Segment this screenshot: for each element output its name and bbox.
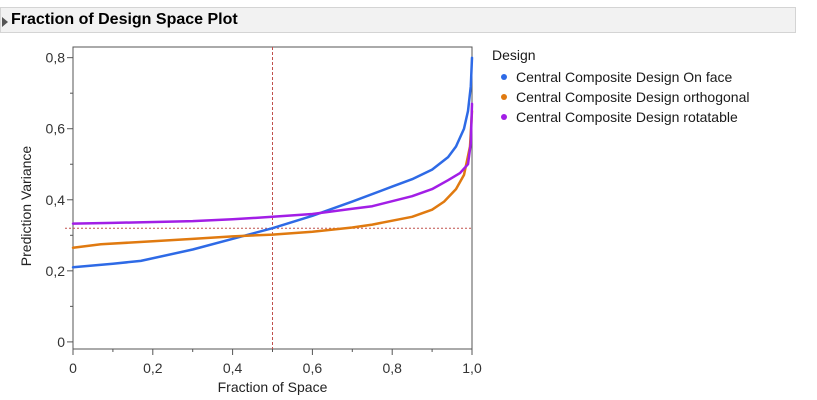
- legend-item-orthogonal[interactable]: Central Composite Design orthogonal: [492, 87, 749, 107]
- legend-label: Central Composite Design rotatable: [516, 109, 738, 125]
- x-tick-label: 0,4: [223, 360, 243, 376]
- legend: Design Central Composite Design On face …: [492, 47, 749, 127]
- legend-title: Design: [492, 47, 536, 63]
- x-tick-label: 0: [69, 360, 77, 376]
- series-line-1: [71, 56, 474, 269]
- y-axis-title: Prediction Variance: [18, 146, 34, 267]
- legend-item-on-face[interactable]: Central Composite Design On face: [492, 67, 749, 87]
- legend-marker-icon: [501, 114, 507, 120]
- panel-title: Fraction of Design Space Plot: [11, 11, 238, 28]
- x-tick-label: 1,0: [462, 360, 482, 376]
- legend-marker-icon: [501, 94, 507, 100]
- y-tick-label: 0,2: [46, 263, 66, 279]
- series-line-3: [71, 102, 474, 225]
- collapse-triangle-icon[interactable]: [2, 17, 8, 27]
- y-tick-label: 0,4: [46, 192, 66, 208]
- x-tick-label: 0,2: [143, 360, 163, 376]
- y-tick-label: 0: [57, 334, 65, 350]
- legend-label: Central Composite Design orthogonal: [516, 89, 750, 105]
- legend-marker-icon: [501, 74, 507, 80]
- x-tick-label: 0,6: [303, 360, 323, 376]
- x-tick-label: 0,8: [382, 360, 402, 376]
- panel-header[interactable]: Fraction of Design Space Plot: [0, 7, 796, 33]
- legend-label: Central Composite Design On face: [516, 69, 733, 85]
- x-axis-title: Fraction of Space: [218, 379, 328, 395]
- legend-item-rotatable[interactable]: Central Composite Design rotatable: [492, 107, 749, 127]
- y-tick-label: 0,8: [46, 50, 66, 66]
- y-tick-label: 0,6: [46, 121, 66, 137]
- series-line-2: [71, 109, 474, 249]
